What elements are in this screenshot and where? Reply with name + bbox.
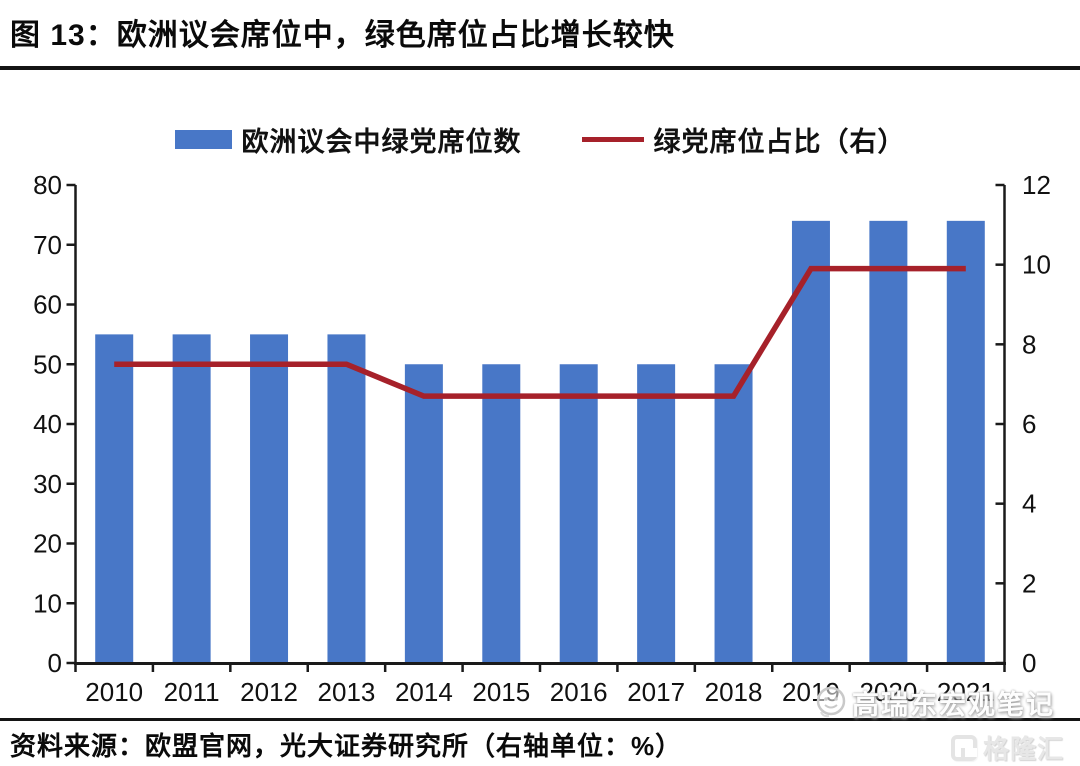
left-axis-label: 20 xyxy=(33,529,62,559)
left-axis-label: 0 xyxy=(48,648,62,678)
bar-2018 xyxy=(714,364,753,663)
bar-2021 xyxy=(946,220,985,663)
left-axis-label: 40 xyxy=(33,409,62,439)
bar-2017 xyxy=(637,364,676,663)
bar-2010 xyxy=(95,334,134,663)
legend-label-line: 绿党席位占比（右） xyxy=(653,127,906,157)
chart-svg: 0 10 20 30 40 50 60 70 80 0 2 4 6 8 10 12 2010 2011 2012 20… xyxy=(33,170,1051,707)
gelonghui-watermark: 格隆汇 xyxy=(950,729,1064,766)
right-axis-label: 8 xyxy=(1022,329,1036,359)
x-axis-label: 2012 xyxy=(240,677,298,707)
x-axis-label: 2020 xyxy=(859,677,917,707)
bar-swatch-icon xyxy=(174,130,232,149)
source-text: 资料来源：欧盟官网，光大证券研究所（右轴单位：%） xyxy=(10,731,683,761)
bar-2011 xyxy=(172,334,211,663)
x-axis-label: 2017 xyxy=(627,677,685,707)
left-axis-label: 50 xyxy=(33,349,62,379)
emoji-face-icon xyxy=(814,686,850,725)
x-axis-label: 2018 xyxy=(705,677,763,707)
bar-2015 xyxy=(482,364,521,663)
bar-2012 xyxy=(250,334,289,663)
source-bar: 资料来源：欧盟官网，光大证券研究所（右轴单位：%） xyxy=(10,726,890,763)
x-axis-label: 2021 xyxy=(937,677,995,707)
left-axis-label: 60 xyxy=(33,290,62,320)
x-axis-label: 2011 xyxy=(164,677,220,707)
x-axis-label: 2010 xyxy=(85,677,143,707)
legend-label-bar: 欧洲议会中绿党席位数 xyxy=(241,127,522,157)
gelonghui-logo-text: 格隆汇 xyxy=(982,734,1064,764)
right-axis-label: 0 xyxy=(1022,648,1036,678)
watermark-account-text: 高瑞东宏观笔记 xyxy=(852,690,1055,720)
x-axis-label: 2016 xyxy=(550,677,608,707)
left-axis-label: 10 xyxy=(33,588,62,618)
right-axis-label: 4 xyxy=(1022,489,1036,519)
legend-item-line-series: 绿党席位占比（右） xyxy=(581,120,906,159)
chart-legend: 欧洲议会中绿党席位数 绿党席位占比（右） xyxy=(0,120,1080,159)
x-axis-label: 2013 xyxy=(318,677,376,707)
x-axis-label: 2015 xyxy=(472,677,530,707)
bar-2014 xyxy=(404,364,443,663)
chart-area: 0 10 20 30 40 50 60 70 80 0 2 4 6 8 10 12 2010 2011 2012 20… xyxy=(0,161,1080,722)
right-axis-label: 2 xyxy=(1022,568,1036,598)
legend-item-bar-series: 欧洲议会中绿党席位数 xyxy=(174,120,522,159)
gelonghui-logo-icon xyxy=(950,734,977,761)
figure-title: 图 13：欧洲议会席位中，绿色席位占比增长较快 xyxy=(10,19,675,52)
x-axis-label: 2014 xyxy=(395,677,453,707)
bar-2013 xyxy=(327,334,366,663)
left-axis-label: 30 xyxy=(33,469,62,499)
title-divider xyxy=(0,66,1080,70)
right-axis-label: 10 xyxy=(1022,250,1051,280)
bar-2020 xyxy=(869,220,908,663)
right-axis-label: 6 xyxy=(1022,409,1036,439)
bar-2016 xyxy=(559,364,598,663)
line-series xyxy=(114,265,966,399)
line-swatch-icon xyxy=(581,137,644,142)
right-axis-label: 12 xyxy=(1022,170,1051,200)
left-axis-label: 70 xyxy=(33,230,62,260)
left-axis-label: 80 xyxy=(33,170,62,200)
footer-divider xyxy=(0,718,1080,721)
figure-title-bar: 图 13：欧洲议会席位中，绿色席位占比增长较快 xyxy=(0,0,1080,60)
